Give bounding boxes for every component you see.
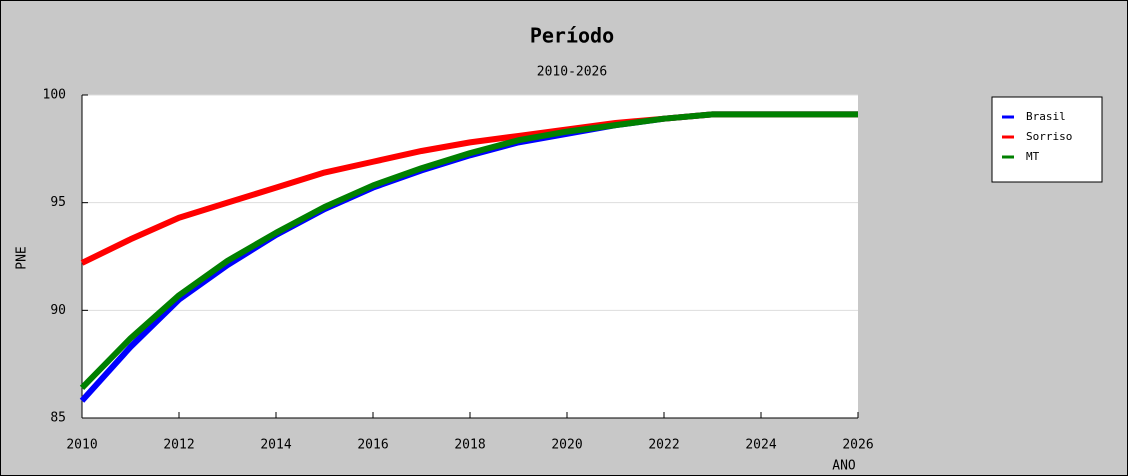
y-axis-label: PNE: [15, 246, 30, 269]
y-tick-label: 95: [50, 195, 66, 210]
x-tick-label: 2014: [260, 438, 291, 453]
chart-subtitle: 2010-2026: [537, 65, 607, 80]
legend-label: MT: [1026, 150, 1040, 163]
series-line: [79, 111, 858, 390]
plot-area: [82, 95, 858, 418]
x-tick-label: 2010: [66, 438, 97, 453]
y-tick-label: 90: [50, 303, 66, 318]
y-tick-label: 85: [50, 411, 66, 426]
x-tick-label: 2018: [454, 438, 485, 453]
x-axis-label: ANO: [832, 459, 856, 474]
chart-title: Período: [530, 24, 614, 48]
x-tick-label: 2026: [842, 438, 873, 453]
x-tick-label: 2020: [551, 438, 582, 453]
y-tick-label: 100: [43, 88, 66, 103]
legend-label: Brasil: [1026, 110, 1066, 123]
x-tick-label: 2022: [648, 438, 679, 453]
x-tick-label: 2016: [357, 438, 388, 453]
legend: [991, 96, 1103, 183]
x-tick-label: 2024: [745, 438, 776, 453]
x-tick-label: 2012: [163, 438, 194, 453]
legend-label: Sorriso: [1026, 130, 1072, 143]
